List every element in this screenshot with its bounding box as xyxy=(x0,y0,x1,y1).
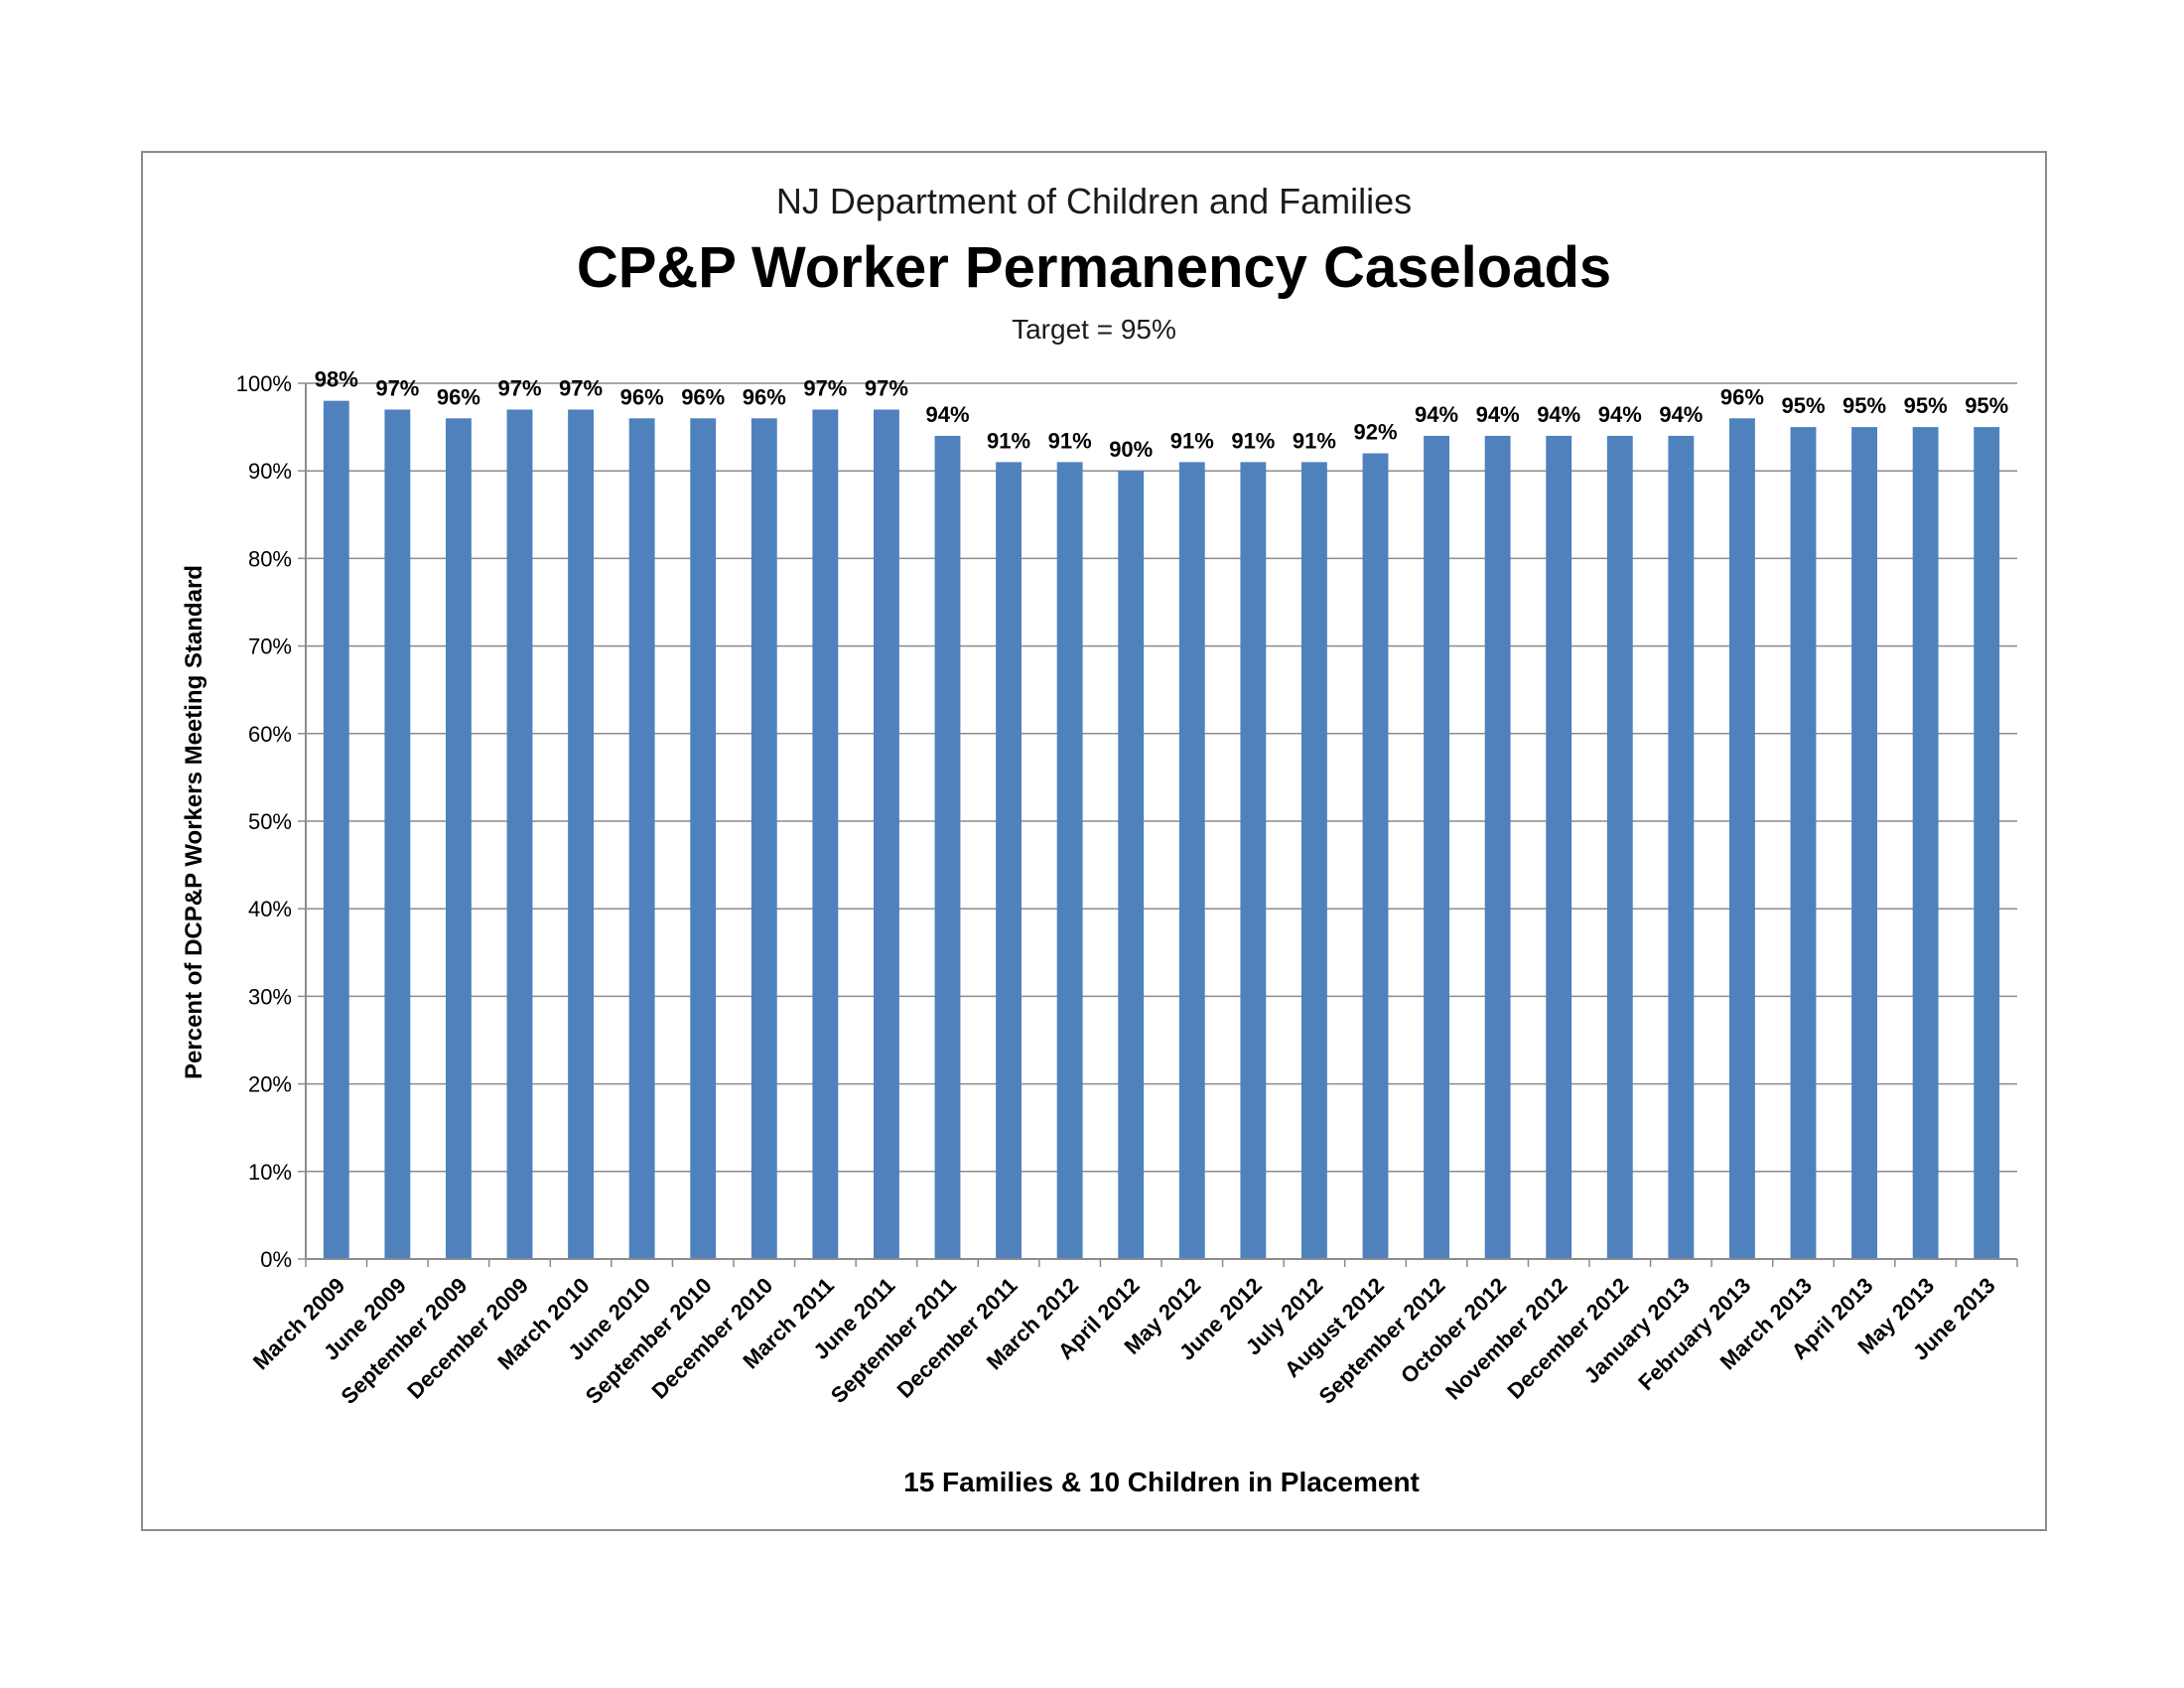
bar xyxy=(1790,427,1817,1260)
axes xyxy=(305,383,2017,1260)
x-tick-label: January 2013 xyxy=(1579,1273,1695,1388)
data-label: 94% xyxy=(1659,402,1703,427)
bar xyxy=(323,400,349,1259)
bar xyxy=(1851,427,1878,1260)
bar xyxy=(812,409,839,1260)
bar xyxy=(996,462,1023,1259)
data-label: 96% xyxy=(437,384,480,409)
bar xyxy=(628,418,655,1259)
bar xyxy=(1484,435,1511,1259)
x-tick-label: October 2012 xyxy=(1396,1273,1511,1388)
data-label: 95% xyxy=(1781,393,1825,418)
data-label: 94% xyxy=(1598,402,1642,427)
data-label: 91% xyxy=(1231,428,1275,453)
data-label: 97% xyxy=(497,375,541,400)
bar xyxy=(1178,462,1205,1259)
data-labels: 98% 97% 96% 97% 97% 96% 96% 96% 97% 97% 94% 91% 91% 9… xyxy=(315,367,2008,463)
data-label: 94% xyxy=(1415,402,1458,427)
data-label: 94% xyxy=(1476,402,1520,427)
y-tick-label: 40% xyxy=(248,897,292,921)
data-label: 91% xyxy=(987,428,1030,453)
data-label: 96% xyxy=(743,384,786,409)
bar xyxy=(445,418,472,1259)
bar xyxy=(1974,427,2000,1260)
bar xyxy=(751,418,777,1259)
data-label: 91% xyxy=(1170,428,1214,453)
bar xyxy=(1300,462,1327,1259)
data-label: 97% xyxy=(803,375,847,400)
bar xyxy=(384,409,411,1260)
gridlines xyxy=(298,382,2018,1267)
bar xyxy=(690,418,717,1259)
y-tick-label: 10% xyxy=(248,1160,292,1185)
y-tick-label: 20% xyxy=(248,1072,292,1097)
y-tick-label: 70% xyxy=(248,634,292,659)
data-label: 96% xyxy=(1720,384,1764,409)
data-label: 91% xyxy=(1048,428,1092,453)
bar xyxy=(1912,427,1939,1260)
data-label: 97% xyxy=(865,375,908,400)
data-label: 94% xyxy=(1537,402,1580,427)
y-tick-label: 60% xyxy=(248,722,292,747)
data-label: 96% xyxy=(620,384,664,409)
bar xyxy=(1118,471,1145,1259)
bar xyxy=(568,409,595,1260)
data-label: 91% xyxy=(1293,428,1336,453)
bar xyxy=(1728,418,1755,1259)
y-tick-label: 0% xyxy=(260,1247,292,1272)
chart-title: CP&P Worker Permanency Caseloads xyxy=(576,235,1612,300)
data-label: 97% xyxy=(559,375,603,400)
chart-supertitle: NJ Department of Children and Families xyxy=(775,181,1413,221)
y-tick-label: 30% xyxy=(248,984,292,1009)
data-label: 97% xyxy=(375,375,419,400)
bar xyxy=(1424,435,1450,1259)
data-label: 95% xyxy=(1904,393,1948,418)
bar xyxy=(934,435,961,1259)
bar xyxy=(1240,462,1267,1259)
bar xyxy=(1056,462,1083,1259)
bar xyxy=(506,409,533,1260)
x-axis-label: 15 Families & 10 Children in Placement xyxy=(903,1467,1420,1497)
y-tick-labels: 0% 10% 20% 30% 40% 50% 60% 70% 80% 90% 100% xyxy=(236,371,292,1272)
y-tick-label: 90% xyxy=(248,459,292,484)
data-label: 92% xyxy=(1353,420,1397,445)
bar xyxy=(1362,453,1389,1259)
data-label: 95% xyxy=(1965,393,2008,418)
y-tick-label: 80% xyxy=(248,546,292,571)
data-label: 94% xyxy=(925,402,969,427)
y-tick-label: 100% xyxy=(236,371,292,396)
bar xyxy=(1668,435,1695,1259)
data-label: 98% xyxy=(315,367,358,392)
bar xyxy=(1546,435,1572,1259)
y-tick-label: 50% xyxy=(248,809,292,834)
chart-subtitle: Target = 95% xyxy=(1012,314,1176,345)
data-label: 95% xyxy=(1843,393,1886,418)
bar xyxy=(1606,435,1633,1259)
data-label: 90% xyxy=(1109,437,1153,462)
data-label: 96% xyxy=(681,384,725,409)
bar xyxy=(873,409,899,1260)
bars xyxy=(323,400,2000,1260)
y-axis-label: Percent of DCP&P Workers Meeting Standar… xyxy=(181,565,207,1079)
